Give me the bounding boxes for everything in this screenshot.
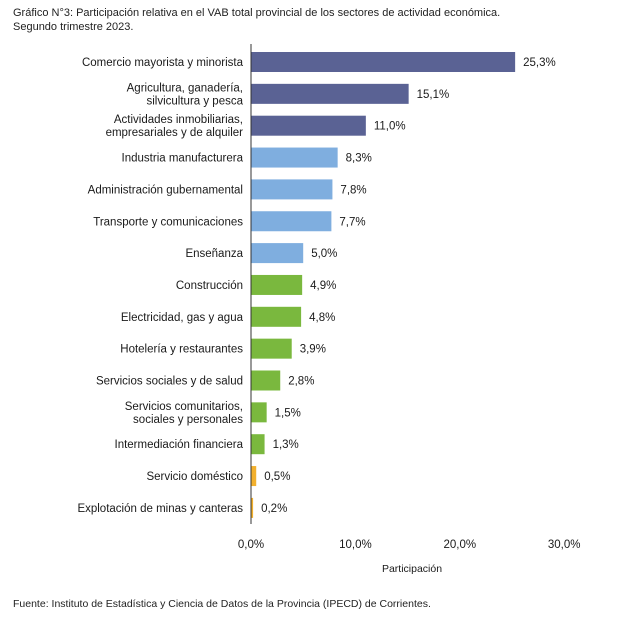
x-axis-title: Participación <box>382 563 442 575</box>
category-label: Servicios sociales y de salud <box>96 376 243 388</box>
data-label: 15,1% <box>417 89 450 101</box>
bar <box>251 211 332 232</box>
category-label: Enseñanza <box>185 248 243 260</box>
bar <box>251 466 257 487</box>
data-label: 3,9% <box>300 344 326 356</box>
data-label: 7,7% <box>339 216 365 228</box>
data-label: 25,3% <box>523 57 556 69</box>
x-tick-label: 30,0% <box>548 539 581 551</box>
bar <box>251 402 267 423</box>
bar <box>251 274 303 295</box>
category-label: Servicio doméstico <box>146 471 243 483</box>
bar <box>251 338 292 359</box>
data-label: 8,3% <box>346 153 372 165</box>
source-note: Fuente: Instituto de Estadística y Cienc… <box>13 598 431 610</box>
chart-title: Gráfico N°3: Participación relativa en e… <box>13 6 500 34</box>
category-label: Administración gubernamental <box>88 184 243 196</box>
bar <box>251 147 338 168</box>
bar <box>251 115 366 136</box>
data-label: 2,8% <box>288 376 314 388</box>
bar <box>251 83 409 104</box>
x-tick-label: 20,0% <box>443 539 476 551</box>
data-label: 7,8% <box>340 184 366 196</box>
category-label: Industria manufacturera <box>122 153 244 165</box>
bar <box>251 306 302 327</box>
x-tick-label: 0,0% <box>238 539 264 551</box>
bar <box>251 179 333 200</box>
category-label: sociales y personales <box>133 414 243 426</box>
bar <box>251 370 281 391</box>
chart-title-line-2: Segundo trimestre 2023. <box>13 21 134 33</box>
category-label: Electricidad, gas y agua <box>121 312 244 324</box>
data-label: 1,3% <box>273 439 299 451</box>
data-label: 4,9% <box>310 280 336 292</box>
bar <box>251 52 516 72</box>
bar <box>251 497 254 518</box>
data-label: 5,0% <box>311 248 337 260</box>
category-label: Servicios comunitarios, <box>125 401 243 413</box>
data-label: 11,0% <box>374 121 406 133</box>
category-label: Comercio mayorista y minorista <box>82 57 244 69</box>
bar <box>251 243 304 264</box>
category-label: Hotelería y restaurantes <box>120 344 243 356</box>
data-label: 4,8% <box>309 312 335 324</box>
category-label: Intermediación financiera <box>115 439 244 451</box>
data-label: 0,5% <box>264 471 290 483</box>
data-label: 0,2% <box>261 503 287 515</box>
category-label: silvicultura y pesca <box>146 95 243 107</box>
bar <box>251 434 265 455</box>
category-label: Transporte y comunicaciones <box>93 216 243 228</box>
data-label: 1,5% <box>275 407 301 419</box>
chart-title-line-1: Gráfico N°3: Participación relativa en e… <box>13 7 501 19</box>
category-label: Explotación de minas y canteras <box>77 503 243 515</box>
x-tick-label: 10,0% <box>339 539 372 551</box>
category-label: empresariales y de alquiler <box>106 127 244 139</box>
category-label: Actividades inmobiliarias, <box>114 114 243 126</box>
category-label: Construcción <box>176 280 243 292</box>
category-label: Agricultura, ganadería, <box>127 82 243 94</box>
